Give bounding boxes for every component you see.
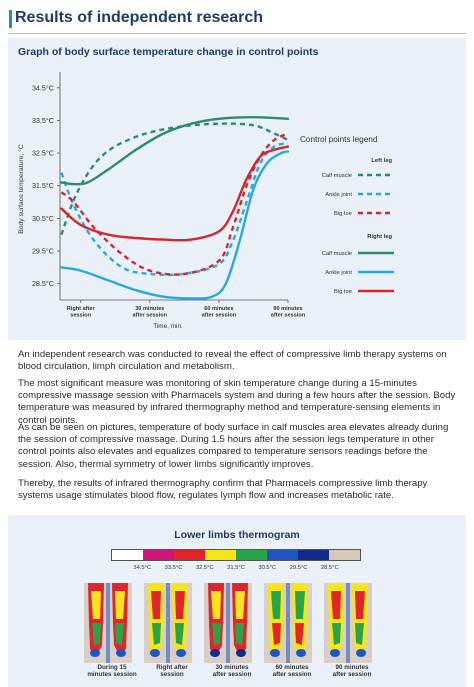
y-tick-label: 32.5°C — [32, 149, 54, 158]
paragraph-measure: The most significant measure was monitor… — [18, 378, 456, 426]
paragraph-results: As can be seen on pictures, temperature … — [18, 422, 449, 470]
y-tick-label: 28.5°C — [32, 279, 54, 288]
thermogram-image — [144, 583, 192, 663]
scale-label: 32.5°C — [195, 565, 214, 571]
thermogram-caption: During 15 minutes session — [72, 664, 152, 679]
y-axis-label: Body surface temperature, °C — [17, 144, 25, 234]
y-tick-label: 30.5°C — [32, 214, 54, 223]
thermogram-image — [264, 583, 312, 663]
temperature-chart: 34.5°C 33.5°C 32.5°C 31.5°C 30.5°C 29.5°C 28.5… — [17, 72, 394, 330]
scale-labels: 34.5°C 33.5°C 32.5°C 31.5°C 30.5°C 29.5°C 28.5… — [111, 565, 361, 575]
temperature-color-scale — [111, 549, 361, 561]
thermogram-image — [84, 583, 132, 663]
x-tick-label: session — [70, 313, 91, 319]
thermogram-caption: 90 minutes after session — [312, 664, 392, 679]
x-tick-label: after session — [133, 313, 168, 319]
left-leg-ankle-joint-line — [60, 142, 289, 277]
x-tick-label: Right after — [67, 306, 96, 312]
legend-left-big-toe-label: Big toe — [334, 211, 352, 217]
scale-label: 30.5°C — [258, 565, 277, 571]
x-tick-label: after session — [202, 313, 237, 319]
legend-right-calf-muscle-label: Calf muscle — [322, 251, 352, 257]
thermogram-caption-line1: 30 minutes — [215, 664, 249, 671]
thermogram-caption-line2: minutes session — [87, 671, 137, 679]
scale-label: 28.5°C — [320, 565, 339, 571]
x-tick-label: 60 minutes — [204, 306, 233, 312]
thermogram-item: 30 minutes after session — [202, 583, 262, 681]
thermogram-title: Lower limbs thermogram — [174, 529, 300, 541]
scale-label: 34.5°C — [133, 565, 152, 571]
thermogram-caption-line2: after session — [332, 671, 372, 679]
scale-swatch — [112, 550, 143, 560]
right-leg-calf-muscle-line — [60, 115, 290, 186]
paragraph-conclusion: Thereby, the results of infrared thermog… — [18, 478, 428, 502]
left-leg-big-toe-line — [60, 132, 289, 276]
text-panel: An independent research was conducted to… — [8, 340, 466, 515]
thermogram-image — [204, 583, 252, 663]
scale-swatch — [298, 550, 329, 560]
thermogram-caption-line2: session — [160, 671, 184, 679]
thermogram-panel: Lower limbs thermogram 34.5°C 33.5°C 32.5°… — [8, 515, 466, 687]
legend-title: Control points legend — [300, 135, 378, 144]
legend-left-calf-muscle-label: Calf muscle — [322, 173, 352, 179]
scale-swatch — [174, 550, 205, 560]
x-tick-label: 30 minutes — [135, 306, 164, 312]
x-axis-label: Time, min. — [153, 323, 183, 330]
scale-swatch — [236, 550, 267, 560]
page-title: Results of independent research — [15, 9, 264, 26]
scale-label: 33.5°C — [164, 565, 183, 571]
paragraph-intro: An independent research was conducted to… — [18, 349, 447, 373]
right-leg-ankle-joint-line — [60, 150, 290, 300]
thermogram-image — [324, 583, 372, 663]
thermogram-caption-line2: after session — [272, 671, 312, 679]
thermogram-item: 60 minutes after session — [262, 583, 322, 681]
thermogram-caption: Right after session — [132, 664, 212, 679]
scale-swatch — [329, 550, 360, 560]
thermogram-caption-line1: 60 minutes — [275, 664, 309, 671]
thermogram-caption-line2: after session — [212, 671, 252, 679]
thermogram-caption-line1: 90 minutes — [335, 664, 369, 671]
legend-left-ankle-joint-label: Ankle joint — [325, 192, 352, 198]
thermogram-caption-line1: Right after — [156, 664, 188, 671]
y-tick-label: 34.5°C — [32, 83, 54, 92]
right-leg-big-toe-line — [60, 145, 290, 242]
thermogram-caption: 30 minutes after session — [192, 664, 272, 679]
scale-label: 31.5°C — [227, 565, 245, 571]
thermogram-caption-line1: During 15 — [97, 664, 127, 671]
scale-swatch — [205, 550, 236, 560]
scale-swatch — [267, 550, 298, 560]
thermogram-caption: 60 minutes after session — [252, 664, 332, 679]
x-tick-label: after session — [271, 313, 306, 319]
legend-right-ankle-joint-label: Ankle joint — [325, 270, 352, 276]
chart-title: Graph of body surface temperature change… — [18, 46, 319, 58]
legend-right-leg-heading: Right leg — [367, 234, 392, 240]
legend-right-big-toe-label: Big toe — [334, 289, 352, 295]
thermogram-item: 90 minutes after session — [322, 583, 382, 681]
page-header: Results of independent research — [0, 0, 474, 38]
title-rule — [8, 33, 466, 34]
y-tick-label: 33.5°C — [32, 116, 54, 125]
thermogram-item: During 15 minutes session — [82, 583, 142, 681]
x-tick-label: 90 minutes — [273, 306, 302, 312]
y-tick-label: 31.5°C — [32, 181, 54, 190]
scale-swatch — [143, 550, 174, 560]
chart-panel: 34.5°C 33.5°C 32.5°C 31.5°C 30.5°C 29.5°C 28.5… — [8, 38, 466, 340]
y-tick-label: 29.5°C — [32, 247, 54, 256]
title-accent-bar — [9, 10, 12, 28]
thermogram-item: Right after session — [142, 583, 202, 681]
legend-left-leg-heading: Left leg — [371, 158, 392, 164]
scale-label: 29.5°C — [289, 565, 308, 571]
